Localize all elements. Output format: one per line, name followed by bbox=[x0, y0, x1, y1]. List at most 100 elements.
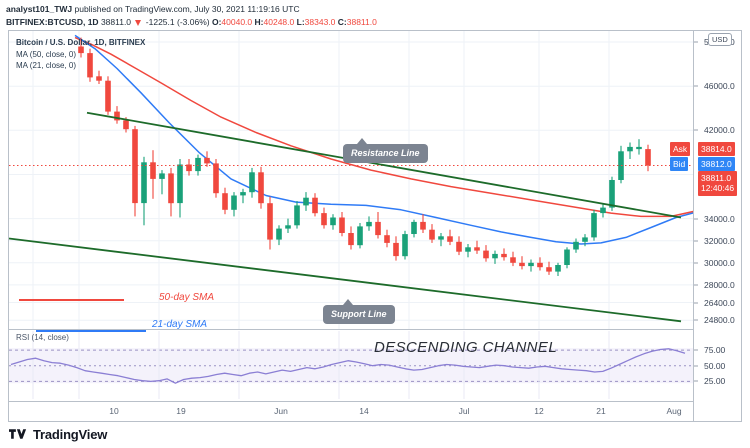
resistance-line-callout: Resistance Line bbox=[343, 138, 428, 163]
rsi-axis-tick bbox=[694, 349, 698, 351]
tradingview-wordmark: TradingView bbox=[33, 427, 108, 442]
low-key: L: bbox=[296, 17, 305, 27]
last-price-tag-value: 38811.0 bbox=[701, 172, 732, 183]
candle-body bbox=[123, 120, 129, 130]
candle-body bbox=[573, 241, 579, 250]
author-name: analyst101_TWJ bbox=[6, 4, 73, 14]
last-price: 38811.0 bbox=[100, 17, 132, 27]
price-gridlines bbox=[9, 31, 693, 329]
quote-line: BITFINEX:BTCUSD, 1D 38811.0 -1225.1 (-3.… bbox=[6, 16, 377, 28]
candle-body bbox=[546, 267, 552, 272]
candle-body bbox=[591, 213, 597, 238]
time-axis-label: 14 bbox=[359, 406, 369, 416]
candle-body bbox=[285, 225, 291, 229]
time-axis[interactable]: 10 19 Jun 14 Jul 12 21 Aug bbox=[9, 401, 693, 421]
rsi-legend: RSI (14, close) bbox=[16, 333, 69, 342]
candle-body bbox=[564, 249, 570, 265]
candle-body bbox=[168, 173, 174, 204]
candle-body bbox=[456, 241, 462, 252]
currency-badge: USD bbox=[708, 33, 732, 46]
time-axis-label: Jul bbox=[458, 406, 470, 416]
pane-separator bbox=[9, 329, 693, 330]
price-axis-tick bbox=[694, 240, 698, 242]
candle-body bbox=[276, 228, 282, 240]
candle-body bbox=[627, 146, 633, 152]
ask-label-tag: Ask bbox=[670, 142, 691, 156]
time-axis-label: 12 bbox=[534, 406, 544, 416]
price-axis[interactable]: USD 38814.0 38812.0 38811.0 12:40:46 Ask… bbox=[670, 31, 741, 421]
candle-body bbox=[78, 46, 84, 54]
candle-body bbox=[231, 195, 237, 210]
candle-body bbox=[294, 205, 300, 226]
candle-body bbox=[222, 193, 228, 210]
candle-body bbox=[528, 262, 534, 267]
candle-body bbox=[114, 111, 120, 121]
candle-body bbox=[609, 180, 615, 208]
candle-body bbox=[204, 157, 210, 164]
candle-body bbox=[303, 197, 309, 206]
rsi-line bbox=[10, 348, 686, 384]
publish-text: published on TradingView.com, July 30, 2… bbox=[74, 4, 300, 14]
chart-frame[interactable]: Bitcoin / U.S. Dollar, 1D, BITFINEX MA (… bbox=[8, 30, 742, 422]
candle-body bbox=[492, 253, 498, 259]
price-axis-label: 32000.0 bbox=[704, 235, 735, 246]
sma50-line bbox=[74, 36, 693, 218]
symbol-label: BITFINEX:BTCUSD, 1D bbox=[6, 17, 99, 27]
rsi-pane[interactable] bbox=[9, 331, 693, 399]
price-change: -1225.1 (-3.06%) bbox=[145, 17, 210, 27]
publish-line: analyst101_TWJ published on TradingView.… bbox=[6, 3, 377, 15]
candle-body bbox=[312, 197, 318, 214]
candle-body bbox=[321, 213, 327, 226]
candle-body bbox=[348, 233, 354, 246]
price-axis-tick bbox=[694, 85, 698, 87]
candle-body bbox=[87, 53, 93, 78]
price-axis-tick bbox=[694, 218, 698, 220]
last-price-tag-time: 12:40:46 bbox=[701, 182, 735, 193]
candle-body bbox=[249, 172, 255, 193]
price-axis-label: 24800.0 bbox=[704, 315, 735, 326]
candle-body bbox=[357, 226, 363, 246]
high-key: H: bbox=[254, 17, 264, 27]
candle-body bbox=[195, 157, 201, 172]
sma50-swatch bbox=[19, 299, 124, 301]
resistance-trendline bbox=[86, 111, 682, 219]
price-pane[interactable] bbox=[9, 31, 693, 329]
candle-body bbox=[465, 247, 471, 252]
candle-body bbox=[447, 236, 453, 242]
candle-body bbox=[600, 207, 606, 214]
close-value: 38811.0 bbox=[346, 17, 377, 27]
bid-label-tag: Bid bbox=[670, 157, 689, 171]
rsi-chart-svg bbox=[9, 331, 693, 399]
ask-price-tag: 38814.0 bbox=[698, 142, 735, 156]
candle-body bbox=[375, 221, 381, 236]
tradingview-logo-icon bbox=[9, 429, 27, 439]
candle-body bbox=[438, 236, 444, 240]
sma21-label: 21-day SMA bbox=[152, 319, 208, 330]
chart-header: analyst101_TWJ published on TradingView.… bbox=[6, 3, 377, 28]
candle-body bbox=[186, 164, 192, 172]
close-key: C: bbox=[337, 17, 347, 27]
low-value: 38343.0 bbox=[304, 17, 336, 27]
candle-body bbox=[555, 265, 561, 272]
candle-body bbox=[159, 173, 165, 179]
candle-body bbox=[474, 247, 480, 251]
candle-body bbox=[420, 221, 426, 230]
price-axis-label: 28000.0 bbox=[704, 279, 735, 290]
candle-body bbox=[213, 163, 219, 194]
candle-body bbox=[330, 217, 336, 226]
rsi-axis-tick bbox=[694, 380, 698, 382]
candle-body bbox=[366, 221, 372, 227]
time-axis-label: Aug bbox=[666, 406, 682, 416]
candle-body bbox=[141, 162, 147, 204]
support-line-callout: Support Line bbox=[323, 299, 395, 324]
candle-body bbox=[636, 146, 642, 150]
candle-body bbox=[258, 172, 264, 204]
price-axis-tick bbox=[694, 319, 698, 321]
price-axis-tick bbox=[694, 302, 698, 303]
candle-body bbox=[384, 235, 390, 243]
candle-body bbox=[105, 80, 111, 112]
candle-body bbox=[501, 253, 507, 258]
footer-branding: TradingView bbox=[9, 427, 107, 442]
time-axis-label: 10 bbox=[109, 406, 119, 416]
